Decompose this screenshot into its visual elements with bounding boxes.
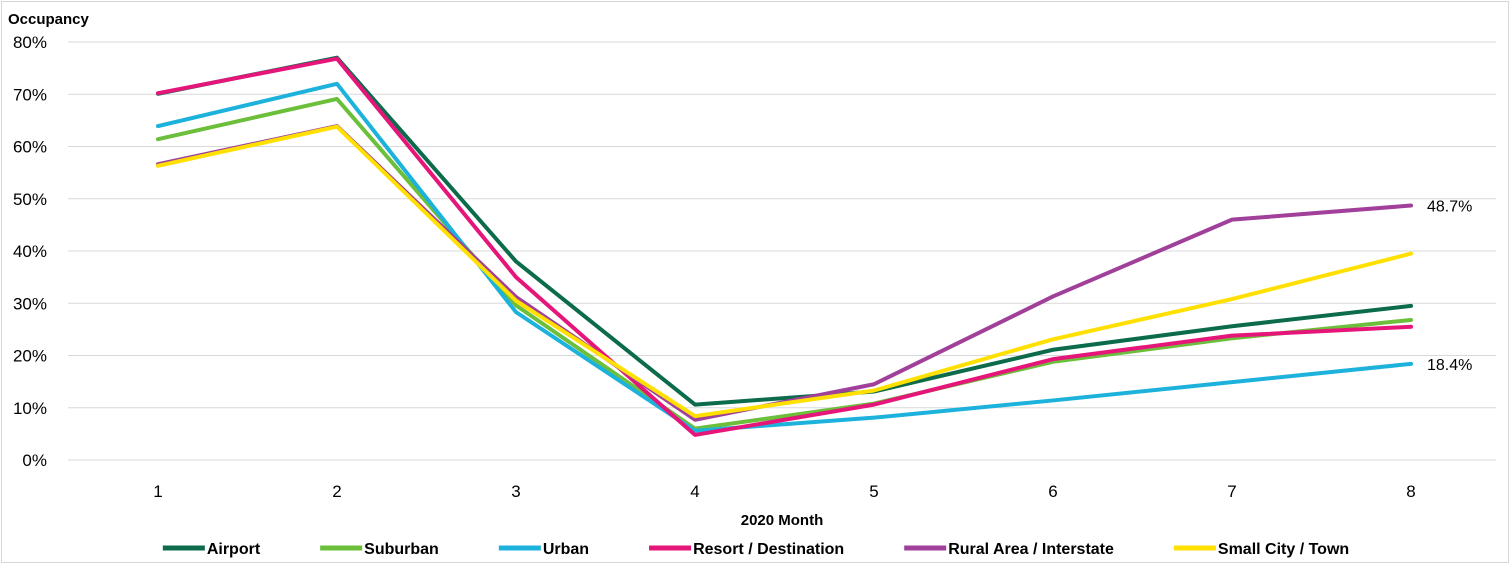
series-line-rural-area-interstate bbox=[156, 124, 1413, 422]
legend-item: Airport bbox=[162, 541, 261, 558]
x-axis-ticks: 1 2 3 4 5 6 7 8 bbox=[153, 482, 1415, 501]
y-tick-label: 70% bbox=[13, 85, 47, 104]
series-lines bbox=[156, 55, 1413, 437]
x-tick-label: 8 bbox=[1406, 482, 1415, 501]
legend-item: Rural Area / Interstate bbox=[904, 541, 1114, 558]
series-line-suburban bbox=[156, 96, 1413, 431]
legend-label: Airport bbox=[207, 541, 261, 558]
legend-label: Urban bbox=[543, 541, 589, 558]
legend: Airport Suburban Urban Resort / Destination… bbox=[162, 541, 1349, 558]
x-tick-label: 4 bbox=[690, 482, 699, 501]
data-label: 48.7% bbox=[1427, 199, 1472, 216]
data-label: 18.4% bbox=[1427, 357, 1472, 374]
x-tick-label: 3 bbox=[511, 482, 520, 501]
legend-label: Suburban bbox=[364, 541, 439, 558]
series-line-resort-destination bbox=[156, 56, 1413, 437]
series-line-urban bbox=[156, 81, 1413, 433]
y-tick-label: 20% bbox=[13, 347, 47, 366]
y-axis-title: Occupancy bbox=[8, 11, 90, 28]
legend-label: Small City / Town bbox=[1218, 541, 1349, 558]
series-line-small-city-town bbox=[156, 124, 1413, 419]
x-tick-label: 2 bbox=[332, 482, 341, 501]
x-tick-label: 7 bbox=[1227, 482, 1236, 501]
legend-item: Small City / Town bbox=[1173, 541, 1349, 558]
y-tick-label: 80% bbox=[13, 33, 47, 52]
legend-item: Resort / Destination bbox=[649, 541, 844, 558]
gridlines bbox=[68, 41, 1496, 461]
legend-label: Resort / Destination bbox=[693, 541, 844, 558]
x-tick-label: 6 bbox=[1048, 482, 1057, 501]
legend-label: Rural Area / Interstate bbox=[948, 541, 1114, 558]
series-line-airport bbox=[156, 55, 1413, 407]
x-axis-title: 2020 Month bbox=[741, 512, 824, 529]
legend-item: Urban bbox=[498, 541, 589, 558]
y-tick-label: 40% bbox=[13, 242, 47, 261]
x-tick-label: 1 bbox=[153, 482, 162, 501]
data-labels: 48.7% 18.4% bbox=[1427, 199, 1472, 374]
y-tick-label: 50% bbox=[13, 190, 47, 209]
y-tick-label: 0% bbox=[22, 451, 47, 470]
legend-item: Suburban bbox=[320, 541, 439, 558]
y-axis-ticks: 0% 10% 20% 30% 40% 50% 60% 70% 80% bbox=[13, 33, 47, 470]
y-tick-label: 10% bbox=[13, 399, 47, 418]
x-tick-label: 5 bbox=[869, 482, 878, 501]
y-tick-label: 30% bbox=[13, 294, 47, 313]
y-tick-label: 60% bbox=[13, 138, 47, 157]
